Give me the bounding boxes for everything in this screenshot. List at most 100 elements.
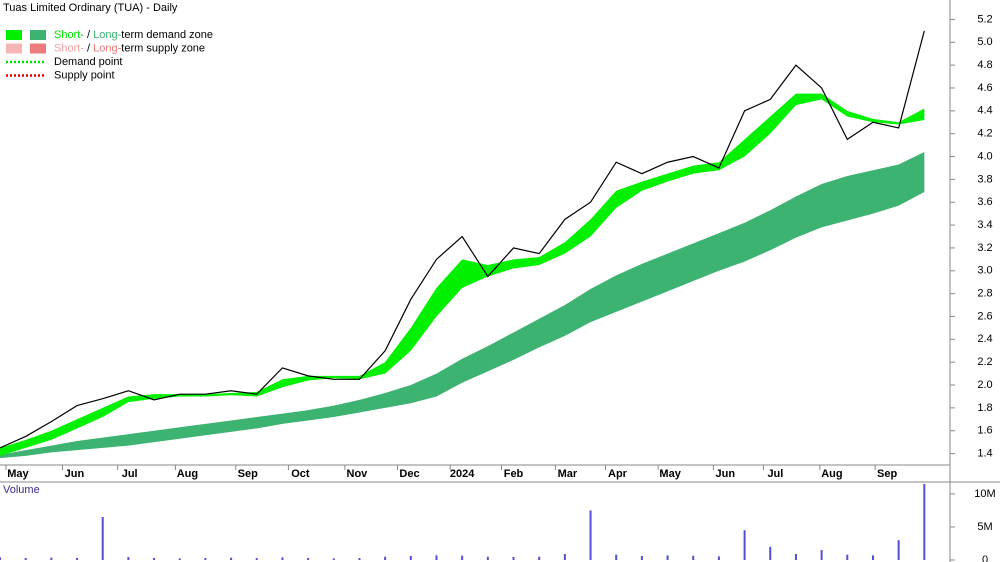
volume-bar bbox=[255, 558, 258, 560]
volume-bar bbox=[127, 557, 130, 560]
volume-bar bbox=[384, 556, 387, 560]
legend-entry: Short- / Long-term demand zone bbox=[54, 29, 213, 41]
zone-band bbox=[0, 151, 925, 459]
chart-title: Tuas Limited Ordinary (TUA) - Daily bbox=[3, 2, 178, 14]
legend-text: term supply zone bbox=[121, 42, 205, 54]
volume-bar bbox=[589, 510, 592, 560]
y-tick-label: 1.4 bbox=[977, 447, 992, 459]
legend-entry: Demand point bbox=[54, 56, 123, 68]
legend-swatch bbox=[6, 43, 22, 54]
volume-bar bbox=[307, 558, 310, 560]
volume-bar bbox=[692, 555, 695, 560]
y-tick-label: 2.4 bbox=[977, 333, 992, 345]
volume-bar bbox=[615, 554, 618, 560]
y-tick-label: 3.2 bbox=[977, 242, 992, 254]
volume-bar bbox=[24, 558, 27, 560]
volume-bar bbox=[820, 550, 823, 560]
volume-bar bbox=[358, 558, 361, 560]
volume-bar bbox=[923, 483, 926, 560]
x-tick-label: Aug bbox=[177, 468, 198, 480]
x-tick-label: May bbox=[659, 468, 681, 480]
y-tick-label: 3.0 bbox=[977, 265, 992, 277]
volume-bar bbox=[538, 556, 541, 560]
volume-bar bbox=[332, 558, 335, 560]
legend-text: Supply point bbox=[54, 69, 115, 81]
y-tick-label: 4.4 bbox=[977, 105, 992, 117]
zone-band bbox=[0, 93, 925, 456]
y-tick-label: 0 bbox=[982, 554, 988, 562]
volume-bar bbox=[153, 558, 156, 560]
y-tick-label: 3.8 bbox=[977, 173, 992, 185]
volume-bar bbox=[794, 554, 797, 560]
x-tick-label: Sep bbox=[877, 468, 897, 480]
volume-bar bbox=[897, 540, 900, 560]
x-tick-label: Jun bbox=[716, 468, 736, 480]
volume-bar bbox=[769, 546, 772, 560]
y-tick-label: 10M bbox=[974, 488, 995, 500]
y-tick-label: 1.8 bbox=[977, 402, 992, 414]
y-tick-label: 3.6 bbox=[977, 196, 992, 208]
legend-entry: Supply point bbox=[54, 69, 115, 81]
legend-swatch bbox=[30, 30, 46, 40]
x-tick-label: 2024 bbox=[450, 468, 475, 480]
volume-bar bbox=[512, 557, 515, 560]
price-line bbox=[0, 30, 925, 449]
legend-text: Short- bbox=[54, 29, 84, 41]
x-tick-label: Mar bbox=[558, 468, 578, 480]
legend-entry: Short- / Long-term supply zone bbox=[54, 42, 205, 54]
legend-text: / bbox=[84, 29, 93, 41]
volume-bar bbox=[871, 555, 874, 560]
y-tick-label: 4.2 bbox=[977, 128, 992, 140]
y-tick-label: 5M bbox=[977, 521, 992, 533]
volume-bar bbox=[461, 555, 464, 560]
volume-bar bbox=[409, 556, 412, 560]
y-tick-label: 4.8 bbox=[977, 59, 992, 71]
volume-bar bbox=[563, 554, 566, 560]
volume-bar bbox=[178, 558, 181, 560]
y-tick-label: 5.2 bbox=[977, 13, 992, 25]
legend-text: Long- bbox=[93, 29, 121, 41]
y-tick-label: 2.8 bbox=[977, 288, 992, 300]
legend-swatch bbox=[30, 43, 46, 54]
x-tick-label: Oct bbox=[291, 468, 310, 480]
volume-bar bbox=[204, 558, 207, 560]
volume-bar bbox=[717, 556, 720, 560]
volume-bar bbox=[743, 530, 746, 560]
volume-bar bbox=[281, 557, 284, 560]
x-tick-label: Apr bbox=[608, 468, 628, 480]
y-tick-label: 2.6 bbox=[977, 310, 992, 322]
legend-text: / bbox=[84, 42, 93, 54]
x-tick-label: Aug bbox=[821, 468, 842, 480]
volume-bar bbox=[435, 555, 438, 560]
volume-bar bbox=[50, 557, 53, 560]
legend-text: Short- bbox=[54, 42, 84, 54]
y-tick-label: 3.4 bbox=[977, 219, 992, 231]
y-tick-label: 2.0 bbox=[977, 379, 992, 391]
volume-bar bbox=[76, 558, 79, 560]
volume-title: Volume bbox=[3, 484, 40, 496]
volume-bar bbox=[666, 555, 669, 560]
volume-bar bbox=[0, 557, 1, 560]
x-tick-label: Nov bbox=[347, 468, 369, 480]
x-tick-label: Jul bbox=[767, 468, 783, 480]
volume-bar bbox=[486, 556, 489, 560]
x-tick-label: Dec bbox=[399, 468, 419, 480]
y-tick-label: 1.6 bbox=[977, 425, 992, 437]
x-tick-label: Jun bbox=[65, 468, 85, 480]
y-tick-label: 4.6 bbox=[977, 82, 992, 94]
legend-text: Long- bbox=[93, 42, 121, 54]
volume-bar bbox=[640, 556, 643, 560]
legend-text: term demand zone bbox=[121, 29, 213, 41]
volume-bar bbox=[230, 557, 233, 560]
volume-bar bbox=[846, 554, 849, 560]
volume-bar bbox=[101, 517, 104, 560]
y-tick-label: 2.2 bbox=[977, 356, 992, 368]
legend-text: Demand point bbox=[54, 56, 123, 68]
x-tick-label: May bbox=[7, 468, 29, 480]
x-tick-label: Jul bbox=[122, 468, 138, 480]
y-tick-label: 5.0 bbox=[977, 36, 992, 48]
y-tick-label: 4.0 bbox=[977, 150, 992, 162]
x-tick-label: Sep bbox=[238, 468, 258, 480]
